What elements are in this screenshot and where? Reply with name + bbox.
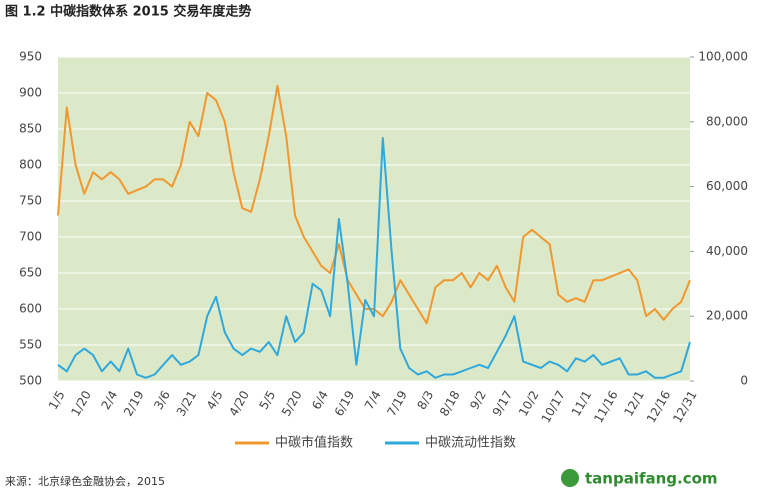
y2-tick-label: 100,000: [698, 50, 748, 64]
y2-tick-label: 20,000: [706, 309, 748, 323]
x-tick-label: 8/18: [437, 388, 463, 418]
x-tick-label: 12/16: [644, 388, 673, 425]
y-tick-label: 900: [19, 86, 42, 100]
x-tick-label: 6/19: [332, 388, 358, 418]
x-tick-label: 10/2: [516, 388, 542, 418]
y2-tick-label: 60,000: [706, 179, 748, 193]
x-tick-label: 1/5: [46, 388, 68, 412]
x-tick-label: 2/19: [121, 388, 147, 418]
x-tick-label: 7/19: [384, 388, 410, 418]
x-tick-label: 10/17: [539, 388, 568, 425]
x-tick-label: 4/5: [204, 388, 226, 412]
y-tick-label: 500: [19, 374, 42, 388]
source: 来源：北京绿色金融协会，2015: [5, 474, 165, 488]
x-tick-label: 8/3: [415, 388, 437, 412]
x-tick-label: 5/5: [257, 388, 279, 412]
y-tick-label: 700: [19, 230, 42, 244]
x-tick-label: 3/6: [151, 388, 173, 412]
y-tick-label: 600: [19, 302, 42, 316]
legend-label: 中碳市值指数: [275, 435, 353, 451]
x-tick-label: 6/4: [309, 388, 331, 412]
y-tick-label: 550: [19, 338, 42, 352]
y2-tick-label: 0: [740, 374, 748, 388]
x-tick-label: 4/20: [226, 388, 252, 418]
y-tick-label: 650: [19, 266, 42, 280]
x-tick-label: 9/2: [467, 388, 489, 412]
y-tick-label: 800: [19, 158, 42, 172]
y2-tick-label: 40,000: [706, 244, 748, 258]
y-tick-label: 850: [19, 122, 42, 136]
y-tick-label: 750: [19, 194, 42, 208]
x-tick-label: 12/1: [621, 388, 647, 418]
series-line: [57, 137, 691, 379]
y2-tick-label: 80,000: [706, 114, 748, 128]
logo: [561, 469, 579, 487]
x-tick-label: 5/20: [279, 388, 305, 418]
x-tick-label: 11/1: [569, 388, 595, 418]
legend-label: 中碳流动性指数: [425, 436, 516, 451]
x-tick-label: 11/16: [591, 388, 620, 425]
x-tick-label: 9/17: [490, 388, 516, 418]
chart-title: 图 1.2 中碳指数体系 2015 交易年度走势: [5, 4, 251, 20]
x-tick-label: 1/20: [68, 388, 94, 418]
x-tick-label: 7/4: [362, 388, 384, 412]
x-tick-label: 3/21: [174, 388, 200, 418]
plot-background: [58, 57, 690, 381]
y-tick-label: 950: [19, 50, 42, 64]
x-tick-label: 2/4: [99, 388, 121, 412]
x-tick-label: 12/31: [670, 388, 699, 425]
watermark: tanpaifang.com: [585, 470, 718, 488]
